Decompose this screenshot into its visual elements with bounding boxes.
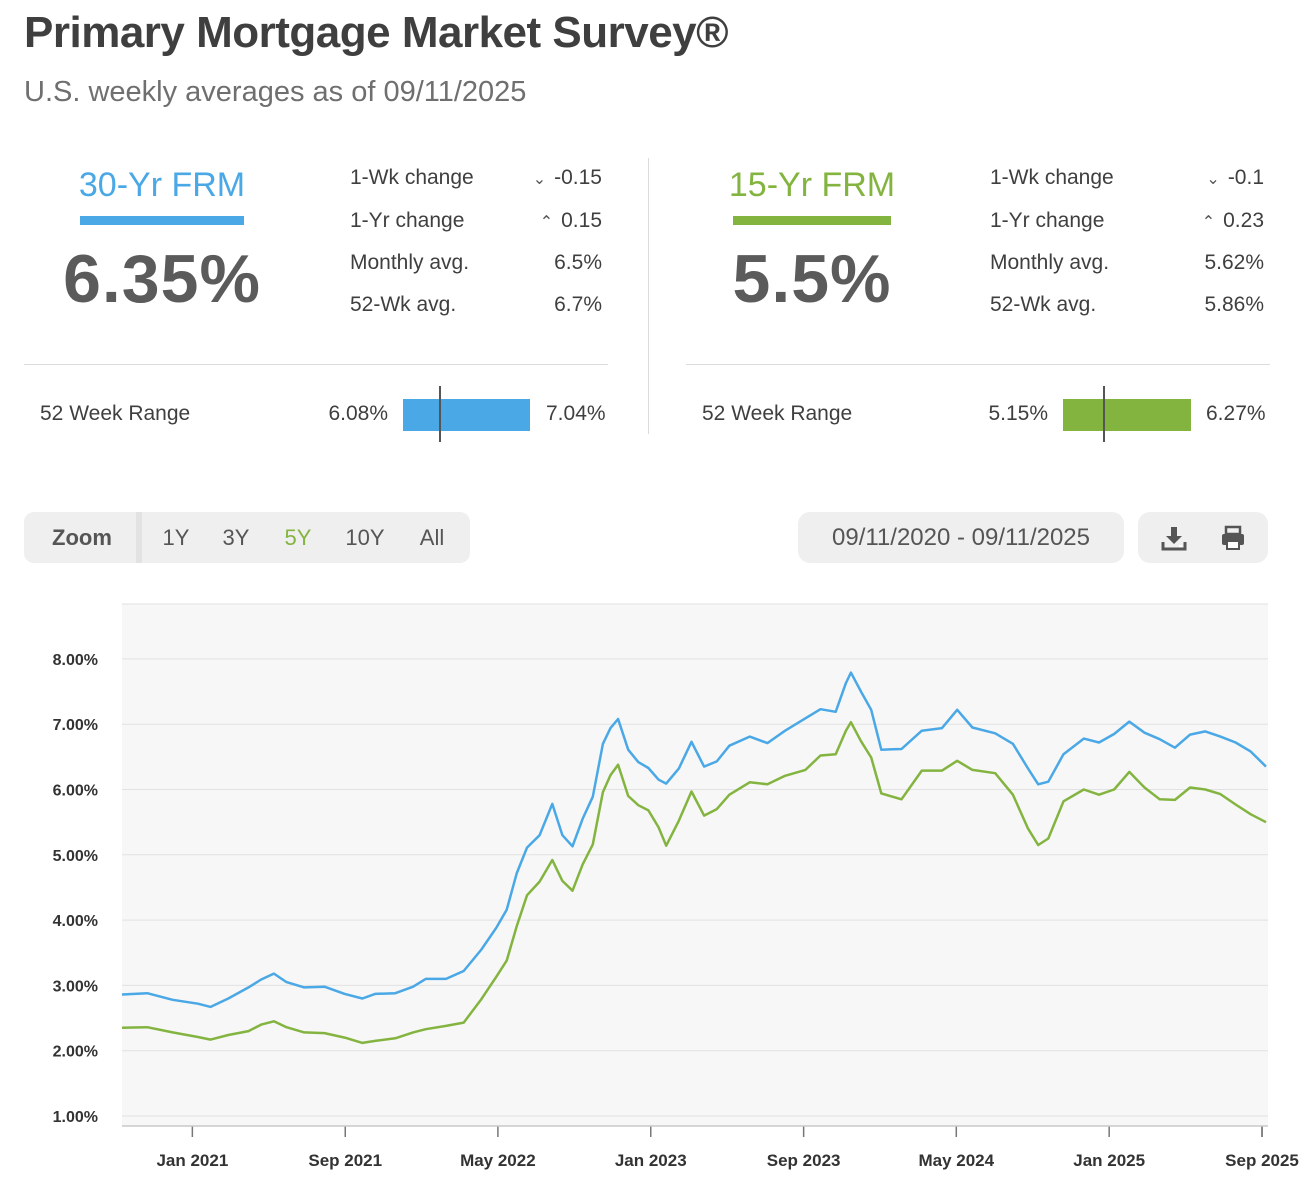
y-tick-label: 3.00% — [53, 978, 98, 995]
stat-value: 5.86% — [1204, 293, 1264, 316]
divider — [686, 364, 1270, 365]
x-tick-label: Sep 2023 — [767, 1151, 841, 1170]
zoom-1y-button[interactable]: 1Y — [162, 525, 190, 550]
x-tick-label: May 2022 — [460, 1151, 536, 1170]
x-tick-label: Jan 2023 — [615, 1151, 687, 1170]
y-axis-ticks: 1.00% 2.00% 3.00% 4.00% 5.00% 6.00% 7.00% 8.00% — [53, 652, 98, 1126]
stat-value: 5.62% — [1204, 251, 1264, 274]
x-tick-label: Jan 2025 — [1073, 1151, 1145, 1170]
range-max: 7.04% — [546, 402, 606, 425]
rate-value-30yr: 6.35% — [63, 241, 261, 317]
stat-value-wrap: ⌃ 0.23 — [1202, 209, 1264, 233]
stat-value: 0.23 — [1223, 209, 1264, 232]
rate-value-15yr: 5.5% — [732, 241, 892, 317]
zoom-all-button[interactable]: All — [419, 525, 445, 550]
rate-history-chart: 1.00% 2.00% 3.00% 4.00% 5.00% 6.00% 7.00% 8.00%… — [53, 603, 1299, 1170]
rate-underline-15yr — [733, 216, 891, 225]
rate-underline-30yr — [80, 216, 244, 225]
zoom-label: Zoom — [52, 525, 112, 550]
stat-row: 52-Wk avg. 5.86% — [990, 293, 1264, 323]
stat-row: 1-Wk change ⌄ -0.1 — [990, 166, 1264, 196]
zoom-10y-button[interactable]: 10Y — [345, 525, 385, 550]
range-bar — [403, 399, 530, 431]
range-current-marker — [1103, 386, 1105, 442]
rate-panel-15yr: 15-Yr FRM 5.5% 1-Wk change ⌄ -0.1 1-Yr ch… — [686, 152, 1272, 442]
x-tick-label: Sep 2025 — [1225, 1151, 1299, 1170]
y-tick-label: 6.00% — [53, 783, 98, 800]
x-tick-label: Jan 2021 — [156, 1151, 228, 1170]
y-tick-label: 8.00% — [53, 652, 98, 669]
stat-label: 52-Wk avg. — [350, 293, 457, 316]
stat-row: 1-Yr change ⌃ 0.15 — [350, 209, 602, 239]
series-line-15yr[interactable] — [121, 720, 1267, 1045]
page-subtitle: U.S. weekly averages as of 09/11/2025 — [24, 76, 527, 108]
y-tick-label: 4.00% — [53, 913, 98, 930]
page-title: Primary Mortgage Market Survey® — [24, 8, 729, 57]
zoom-selector: Zoom 1Y 3Y 5Y 10Y All — [24, 512, 470, 563]
chevron-up-icon: ⌃ — [539, 214, 554, 231]
stat-row: 52-Wk avg. 6.7% — [350, 293, 602, 323]
stat-value-wrap: ⌄ -0.15 — [533, 166, 602, 190]
stat-value: -0.15 — [554, 166, 602, 189]
stat-label: 1-Wk change — [350, 166, 474, 189]
download-icon[interactable] — [1160, 524, 1188, 552]
range-min: 5.15% — [988, 402, 1048, 425]
series-group — [121, 671, 1267, 1045]
x-tick-label: Sep 2021 — [308, 1151, 382, 1170]
date-range-display[interactable]: 09/11/2020 - 09/11/2025 — [798, 512, 1124, 563]
y-tick-label: 1.00% — [53, 1109, 98, 1126]
y-tick-label: 2.00% — [53, 1044, 98, 1061]
range-label: 52 Week Range — [40, 402, 191, 425]
series-line-30yr[interactable] — [121, 671, 1267, 1009]
range-label: 52 Week Range — [702, 402, 853, 425]
chart-tools — [1138, 512, 1268, 563]
print-icon[interactable] — [1219, 524, 1247, 552]
stat-value: 6.7% — [554, 293, 602, 316]
stat-value: -0.1 — [1227, 166, 1264, 189]
rate-label-30yr: 30-Yr FRM — [78, 166, 246, 204]
plot-area — [122, 604, 1268, 1126]
y-tick-label: 7.00% — [53, 717, 98, 734]
range-min: 6.08% — [328, 402, 388, 425]
zoom-5y-button[interactable]: 5Y — [284, 525, 312, 550]
stat-row: 1-Yr change ⌃ 0.23 — [990, 209, 1264, 239]
zoom-3y-button[interactable]: 3Y — [222, 525, 250, 550]
stat-label: Monthly avg. — [990, 251, 1110, 274]
stat-value-wrap: ⌄ -0.1 — [1206, 166, 1264, 190]
stat-label: 1-Wk change — [990, 166, 1114, 189]
stat-value-wrap: ⌃ 0.15 — [540, 209, 602, 233]
divider — [24, 364, 608, 365]
range-current-marker — [438, 386, 441, 442]
gridlines — [122, 658, 1268, 1117]
range-max: 6.27% — [1206, 402, 1266, 425]
stat-row: Monthly avg. 6.5% — [350, 251, 602, 281]
chevron-up-icon: ⌃ — [1201, 214, 1216, 231]
rate-label-15yr: 15-Yr FRM — [728, 166, 896, 204]
range-bar — [1063, 399, 1191, 431]
chevron-down-icon: ⌄ — [532, 171, 547, 188]
stat-row: 1-Wk change ⌄ -0.15 — [350, 166, 602, 196]
y-tick-label: 5.00% — [53, 848, 98, 865]
stat-label: Monthly avg. — [350, 251, 470, 274]
chevron-down-icon: ⌄ — [1206, 171, 1220, 188]
stat-label: 1-Yr change — [990, 209, 1105, 232]
x-axis-ticks: Jan 2021 Sep 2021 May 2022 Jan 2023 Sep 2023… — [156, 1126, 1299, 1170]
stat-value: 0.15 — [561, 209, 602, 232]
stat-label: 1-Yr change — [350, 209, 465, 232]
stat-label: 52-Wk avg. — [990, 293, 1097, 316]
panel-divider — [648, 158, 649, 434]
stat-row: Monthly avg. 5.62% — [990, 251, 1264, 281]
x-tick-label: May 2024 — [918, 1151, 994, 1170]
zoom-separator — [136, 512, 142, 563]
rate-panel-30yr: 30-Yr FRM 6.35% 1-Wk change ⌄ -0.15 1-Yr … — [24, 152, 610, 442]
stat-value: 6.5% — [554, 251, 602, 274]
